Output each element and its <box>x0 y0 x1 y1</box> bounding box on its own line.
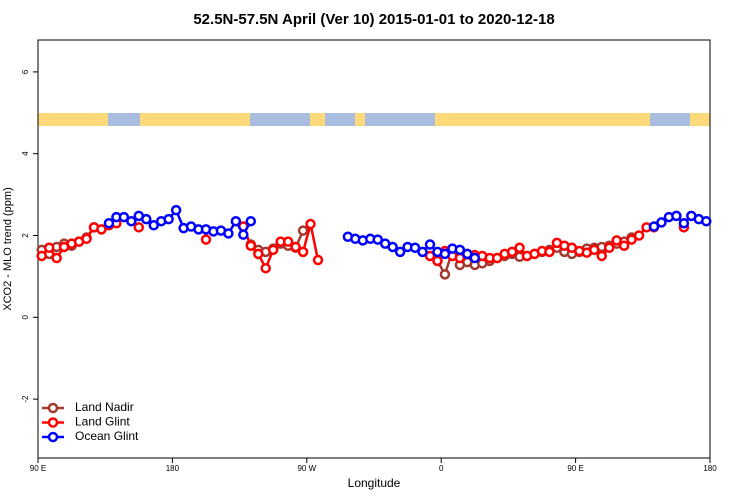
data-point <box>417 246 428 258</box>
data-point <box>596 250 607 262</box>
data-point <box>626 234 637 245</box>
data-point <box>81 233 92 245</box>
data-point <box>656 217 667 228</box>
y-tick-label: 6 <box>21 69 30 74</box>
data-point <box>671 210 682 222</box>
y-tick-label: -2 <box>21 395 30 403</box>
data-point <box>432 255 443 267</box>
data-point <box>133 222 145 233</box>
x-tick-label: 90 W <box>297 464 316 473</box>
data-point <box>544 246 555 258</box>
x-tick-label: 0 <box>439 464 444 473</box>
data-point <box>170 204 182 216</box>
data-point <box>51 252 62 264</box>
data-point <box>514 242 525 254</box>
data-point <box>506 246 518 258</box>
land-band <box>435 113 650 126</box>
y-tick-label: 0 <box>21 315 30 320</box>
x-tick-label: 180 <box>166 464 180 473</box>
data-point <box>618 240 630 251</box>
legend-marker <box>47 402 59 414</box>
data-point <box>223 228 234 239</box>
data-point <box>260 262 271 274</box>
y-tick-label: 2 <box>21 233 30 238</box>
data-point <box>282 236 294 247</box>
series <box>103 204 712 264</box>
land-band <box>38 113 108 126</box>
data-point <box>126 215 137 227</box>
y-axis-label: XCO2 - MLO trend (ppm) <box>2 187 14 310</box>
x-tick-label: 90 E <box>30 464 46 473</box>
land-band <box>690 113 710 126</box>
data-point <box>141 213 152 225</box>
data-point <box>238 229 249 240</box>
data-point <box>648 221 660 232</box>
data-point <box>462 248 473 260</box>
data-point <box>372 234 383 245</box>
data-point <box>387 241 398 253</box>
data-point <box>200 234 212 245</box>
data-point <box>409 242 421 254</box>
data-point <box>297 225 309 236</box>
y-tick-label: 4 <box>21 151 30 156</box>
data-point <box>163 213 174 225</box>
data-point <box>148 220 159 231</box>
data-point <box>245 215 257 227</box>
data-point <box>394 246 406 258</box>
land-band <box>140 113 250 126</box>
data-point <box>245 240 257 251</box>
land-band <box>310 113 325 126</box>
data-point <box>589 244 600 256</box>
data-point <box>701 215 712 227</box>
data-point <box>439 248 451 260</box>
land-band <box>355 113 365 126</box>
data-point <box>678 217 690 229</box>
data-point <box>118 211 130 223</box>
legend-label: Land Glint <box>75 415 130 429</box>
x-tick-label: 180 <box>703 464 717 473</box>
land-ocean-strip <box>38 113 710 126</box>
legend-marker <box>47 417 59 428</box>
data-point <box>305 218 316 230</box>
legend-marker <box>47 431 59 443</box>
data-point <box>312 254 324 266</box>
data-point <box>290 241 301 253</box>
data-point <box>36 250 47 262</box>
x-tick-label: 90 E <box>567 464 583 473</box>
data-point <box>611 235 622 246</box>
data-point <box>439 269 451 280</box>
data-point <box>424 239 436 250</box>
legend-label: Ocean Glint <box>75 429 139 443</box>
data-point <box>96 224 107 235</box>
data-point <box>603 242 615 254</box>
data-point <box>469 252 481 264</box>
data-point <box>230 215 242 227</box>
chart-title: 52.5N-57.5N April (Ver 10) 2015-01-01 to… <box>193 11 554 28</box>
data-point <box>267 244 279 256</box>
x-axis-label: Longitude <box>348 476 401 490</box>
data-point <box>43 242 55 254</box>
legend-label: Land Nadir <box>75 400 134 414</box>
data-point <box>103 217 115 229</box>
data-point <box>633 230 645 241</box>
data-point <box>424 250 436 262</box>
data-point <box>491 252 503 264</box>
data-point <box>454 244 466 256</box>
data-point <box>253 248 264 260</box>
data-point <box>297 246 309 258</box>
